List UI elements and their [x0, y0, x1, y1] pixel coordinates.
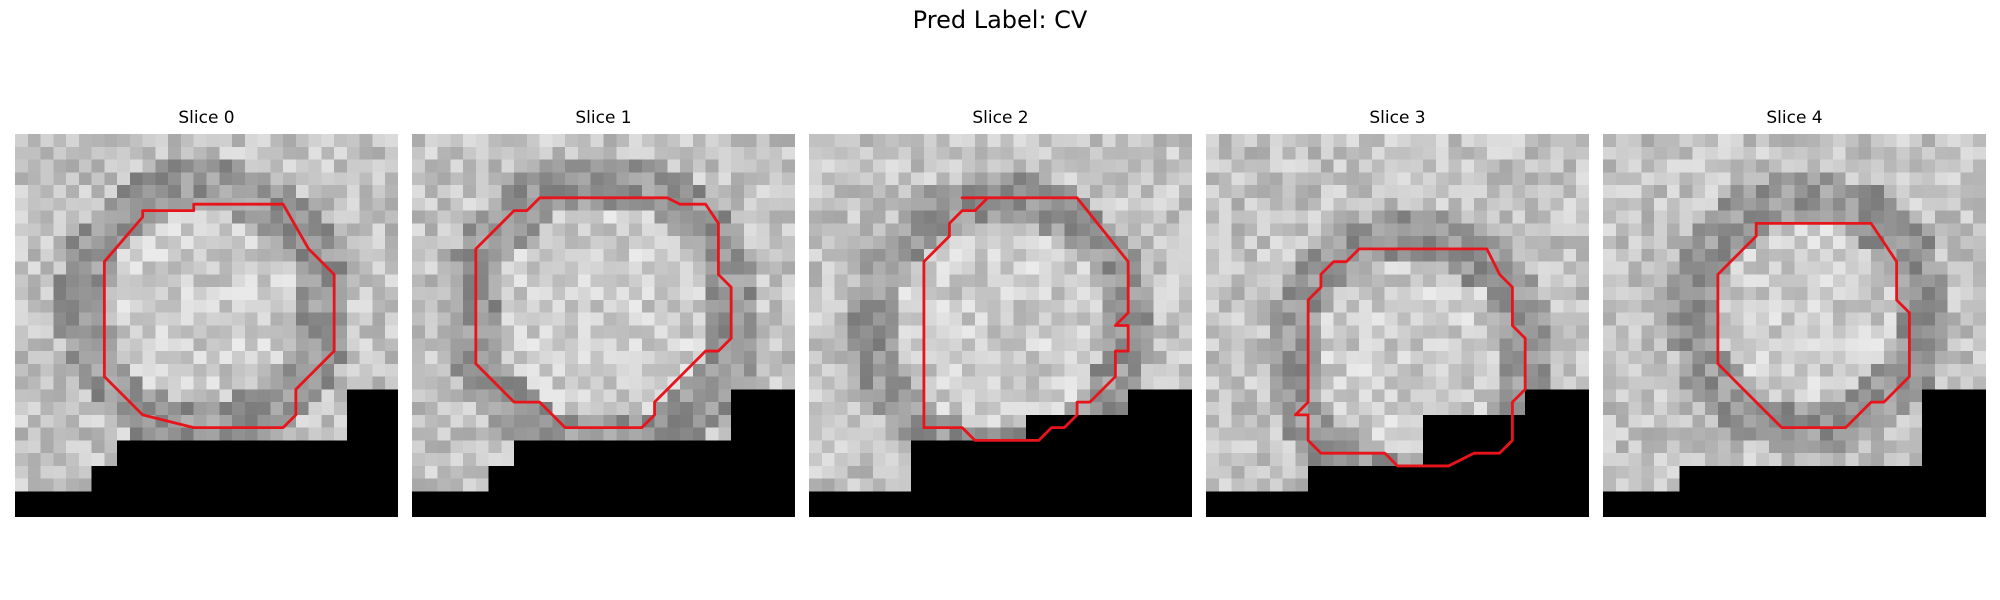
slice-image-1	[412, 134, 795, 517]
mask-region	[412, 389, 795, 517]
slice-title-0: Slice 0	[178, 108, 235, 128]
slice-title-3: Slice 3	[1369, 108, 1426, 128]
mask-region	[809, 389, 1192, 517]
mask-region	[15, 389, 398, 517]
prediction-contour	[922, 196, 1130, 442]
figure-title: Pred Label: CV	[912, 6, 1088, 34]
mask-region	[1206, 389, 1589, 517]
prediction-contour	[1716, 221, 1911, 430]
mask-region	[1603, 389, 1986, 517]
slice-image-4	[1603, 134, 1986, 517]
slice-title-1: Slice 1	[575, 108, 632, 128]
slice-title-4: Slice 4	[1766, 108, 1823, 128]
slice-image-0	[15, 134, 398, 517]
prediction-contour	[102, 202, 336, 430]
slice-image-2	[809, 134, 1192, 517]
slice-title-2: Slice 2	[972, 108, 1029, 128]
prediction-contour	[474, 196, 733, 430]
slice-image-3	[1206, 134, 1589, 517]
prediction-contour	[1293, 247, 1527, 468]
